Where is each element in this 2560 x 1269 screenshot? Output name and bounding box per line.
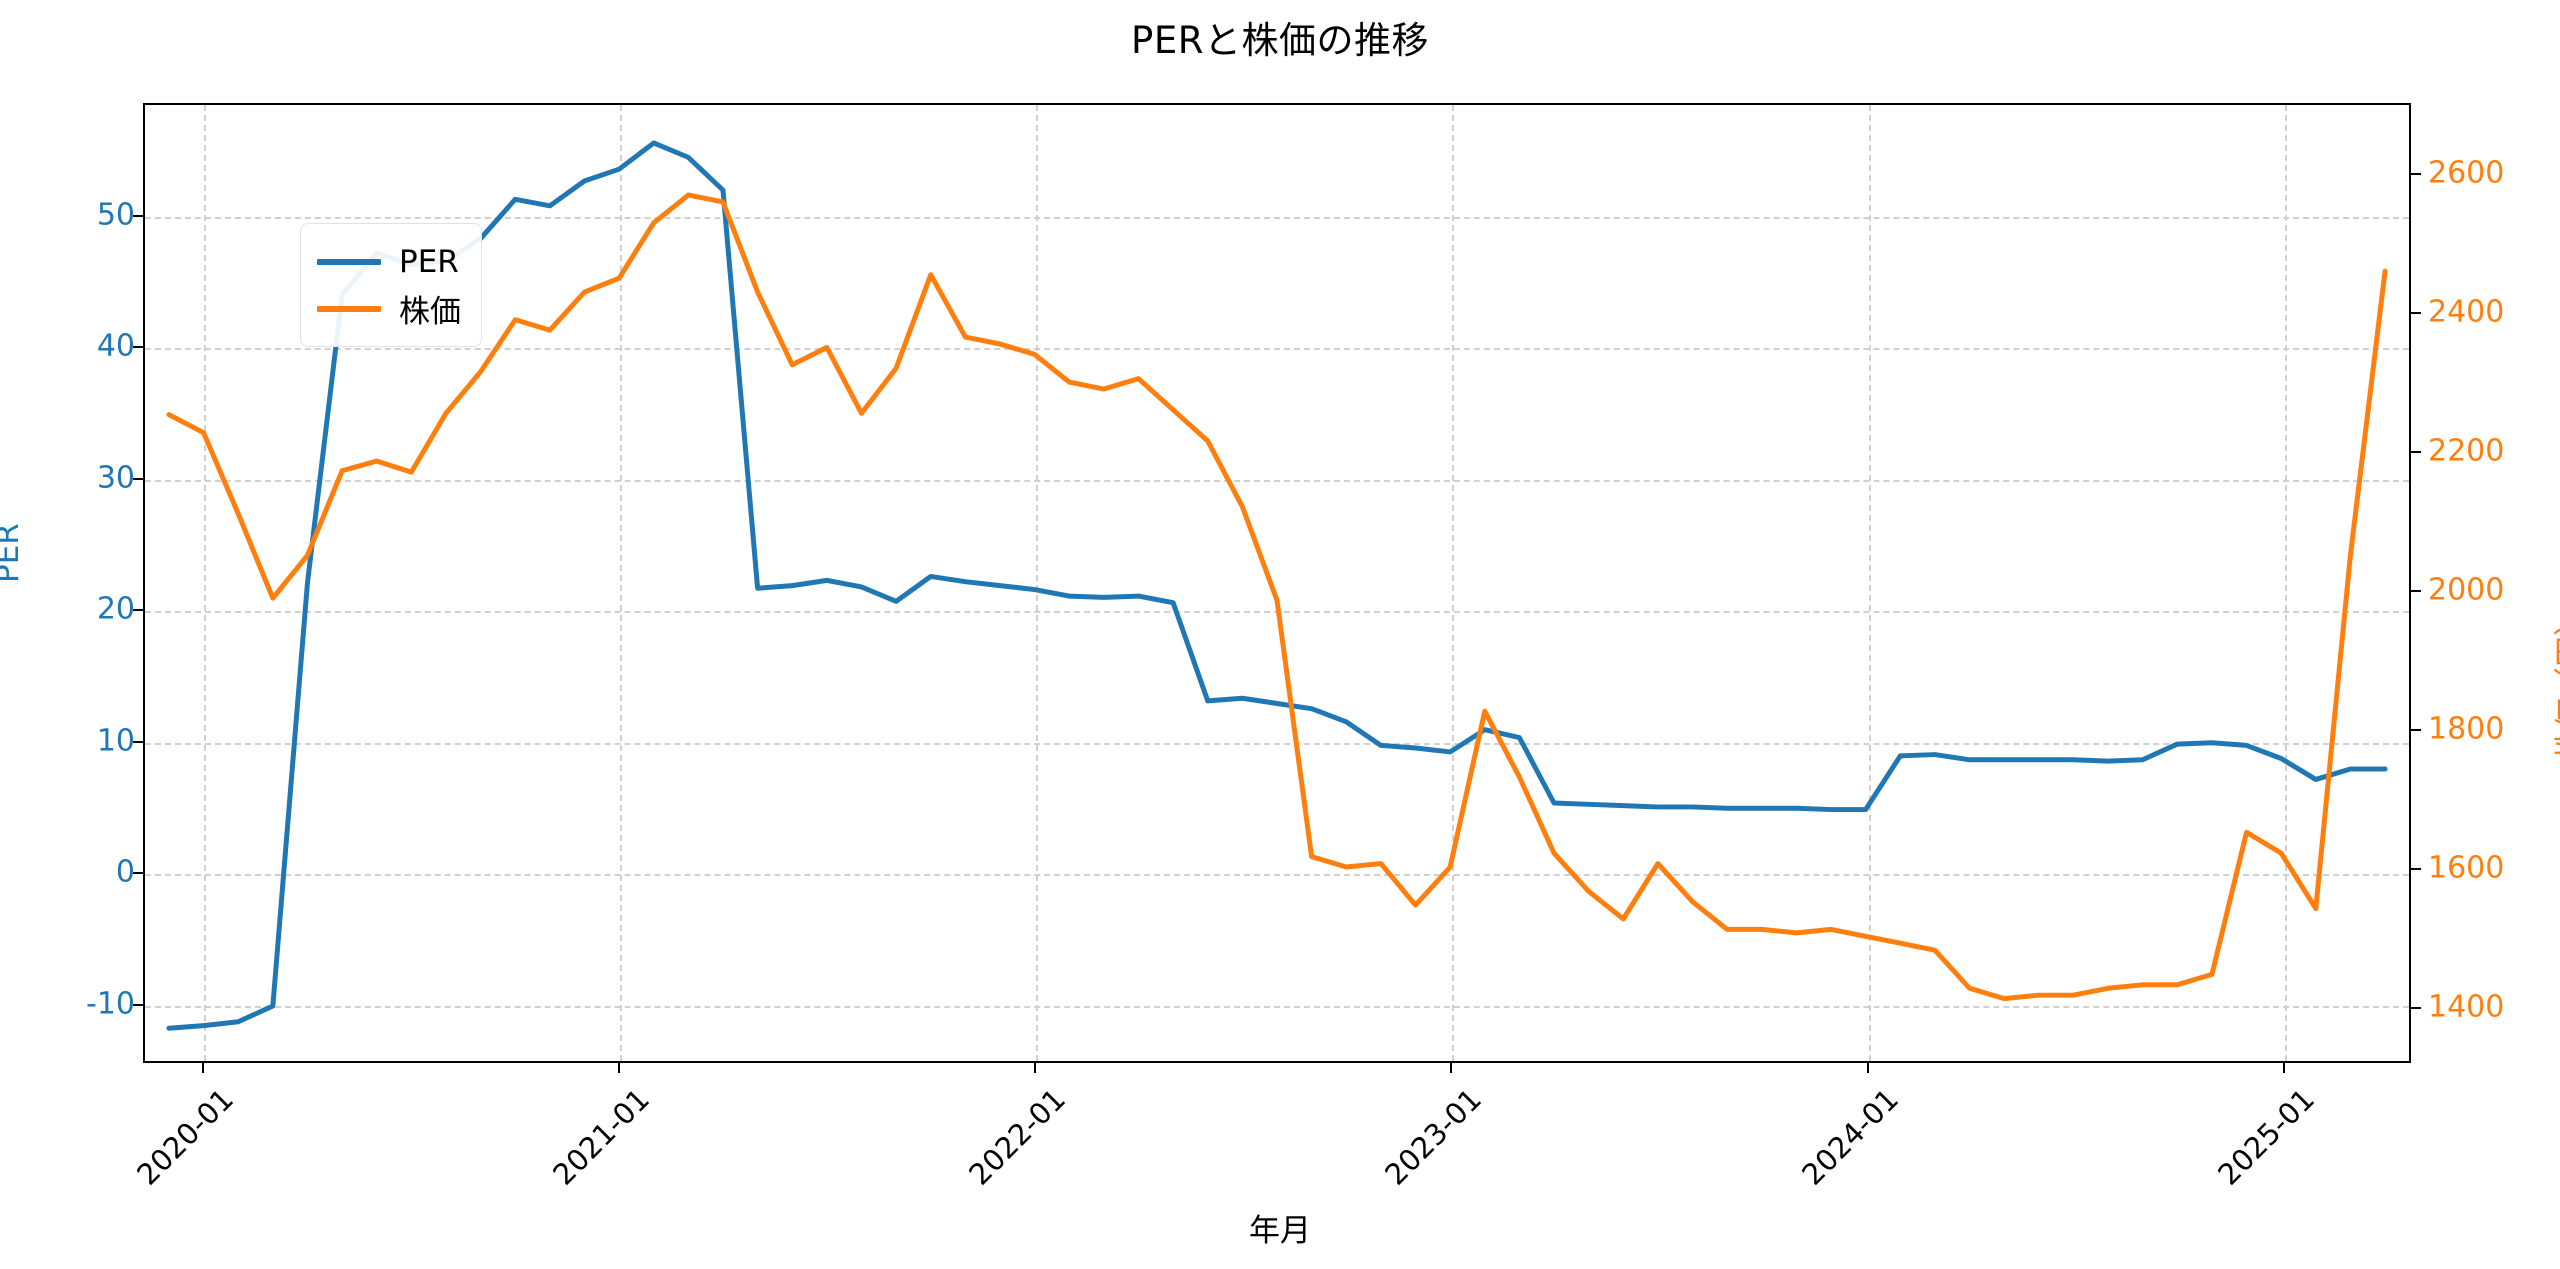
x-tick-mark — [1034, 1063, 1037, 1073]
y-tick-label-left: -10 — [86, 986, 135, 1022]
x-tick-mark — [201, 1063, 204, 1073]
x-tick-label: 2022-01 — [962, 1082, 1073, 1192]
legend-swatch-per — [317, 258, 381, 265]
y-axis-label-right: 株価（円） — [2553, 605, 2560, 760]
x-tick-mark — [1450, 1063, 1453, 1073]
x-tick-label: 2020-01 — [130, 1082, 240, 1192]
y-tick-label-right: 2400 — [2428, 294, 2505, 330]
x-tick-mark — [1866, 1063, 1869, 1073]
y-tick-label-right: 1600 — [2428, 850, 2505, 886]
y-tick-label-left: 20 — [96, 591, 135, 627]
y-tick-mark-right — [2411, 868, 2421, 871]
legend-item-per: PER — [317, 238, 461, 285]
series-lines — [166, 140, 2388, 1031]
y-tick-label-right: 1800 — [2428, 711, 2505, 747]
y-tick-mark-left — [133, 346, 143, 349]
y-tick-mark-right — [2411, 172, 2421, 175]
legend-label-per: PER — [399, 243, 459, 280]
x-axis-label: 年月 — [1249, 1213, 1311, 1249]
chart-legend: PER 株価 — [300, 223, 482, 347]
chart-title: PERと株価の推移 — [1131, 19, 1429, 62]
y-tick-mark-left — [133, 1003, 143, 1006]
y-tick-mark-right — [2411, 311, 2421, 314]
x-tick-label: 2023-01 — [1378, 1082, 1489, 1192]
y-tick-mark-left — [133, 214, 143, 217]
legend-swatch-kabuka — [317, 305, 381, 312]
series-line-株価 — [166, 192, 2388, 1002]
y-tick-label-left: 50 — [96, 197, 135, 233]
y-tick-label-right: 2000 — [2428, 572, 2505, 608]
y-tick-label-left: 40 — [96, 328, 135, 364]
y-tick-mark-left — [133, 609, 143, 612]
y-tick-label-right: 2600 — [2428, 155, 2505, 191]
y-tick-mark-right — [2411, 1007, 2421, 1010]
y-tick-label-left: 30 — [96, 460, 135, 496]
y-tick-label-left: 0 — [115, 854, 135, 890]
legend-label-kabuka: 株価 — [399, 294, 461, 330]
y-tick-label-left: 10 — [96, 723, 135, 759]
x-tick-label: 2025-01 — [2211, 1082, 2321, 1192]
legend-item-kabuka: 株価 — [317, 285, 461, 332]
x-tick-mark — [617, 1063, 620, 1073]
y-tick-mark-left — [133, 740, 143, 743]
y-tick-mark-left — [133, 872, 143, 875]
y-tick-mark-left — [133, 477, 143, 480]
y-tick-mark-right — [2411, 450, 2421, 453]
y-tick-label-right: 1400 — [2428, 989, 2505, 1025]
series-line-PER — [166, 140, 2388, 1031]
plot-area: PER 株価 — [143, 103, 2411, 1063]
y-tick-mark-right — [2411, 589, 2421, 592]
x-tick-label: 2024-01 — [1795, 1082, 1905, 1192]
y-axis-label-left: PER — [0, 523, 26, 583]
y-tick-label-right: 2200 — [2428, 433, 2505, 469]
x-tick-mark — [2282, 1063, 2285, 1073]
y-tick-mark-right — [2411, 729, 2421, 732]
x-tick-label: 2021-01 — [546, 1082, 656, 1192]
